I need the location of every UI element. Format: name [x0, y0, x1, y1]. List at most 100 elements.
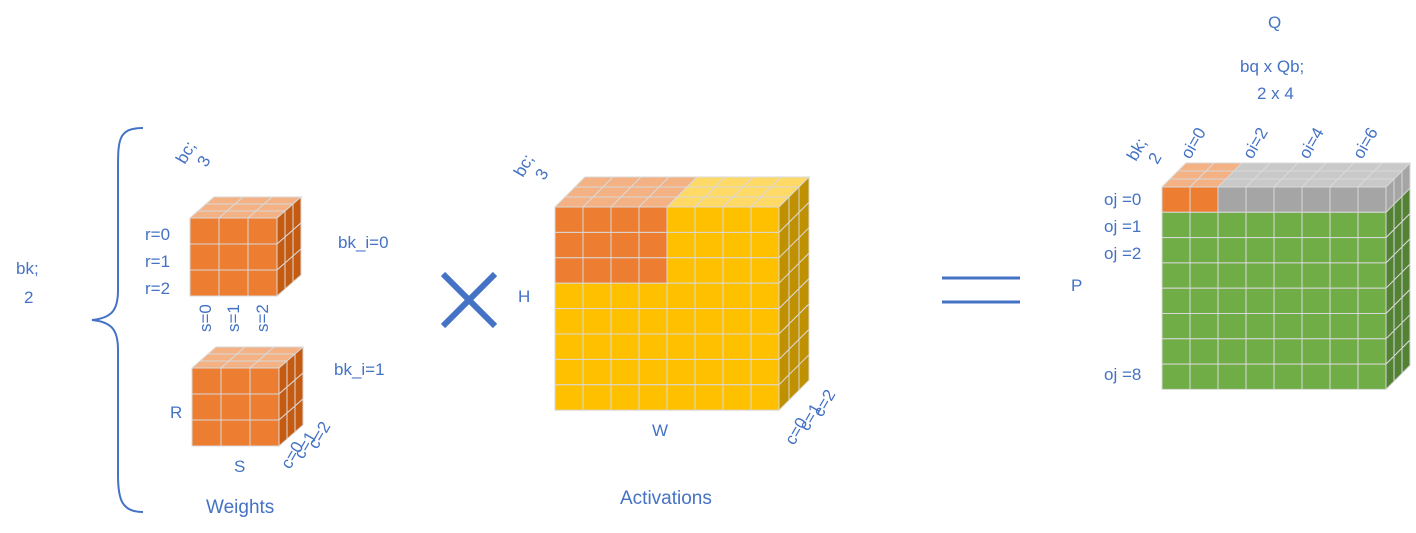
cube-front-cell: [1189, 363, 1219, 390]
bk-label-line1: bk;: [16, 259, 39, 278]
weight-cube-bk0: [188, 195, 303, 298]
cube-front-cell: [750, 231, 780, 259]
cube-front-cell: [249, 393, 280, 421]
cube-front-cell: [191, 367, 222, 395]
cube-front-cell: [638, 206, 668, 233]
cube-side-cell: [292, 247, 302, 284]
cube-front-cell: [1301, 338, 1331, 365]
bq-label-line2: 2 x 4: [1257, 84, 1294, 103]
W-label: W: [652, 421, 668, 440]
oj-label-2: oj =2: [1104, 244, 1141, 263]
bk-label-line2: 2: [24, 288, 33, 307]
cube-front-cell: [1217, 237, 1247, 264]
cube-front-cell: [1329, 363, 1359, 390]
cube-front-cell: [1273, 313, 1303, 340]
cube-front-cell: [1189, 186, 1219, 213]
cube-front-cell: [1329, 287, 1359, 315]
cube-front-cell: [249, 419, 280, 447]
cube-front-cell: [582, 358, 612, 386]
weights-bc-line2: 3: [193, 152, 214, 170]
P-label: P: [1071, 276, 1082, 295]
oj-label-0: oj =0: [1104, 190, 1141, 209]
cube-front-cell: [1273, 186, 1303, 213]
cube-front-cell: [249, 367, 280, 395]
cube-front-cell: [610, 257, 640, 284]
cube-front-cell: [1161, 186, 1191, 213]
activations-group: bc; 3 H W c=0 c=1 c=2 Activations: [510, 151, 839, 509]
cube-front-cell: [220, 393, 251, 421]
cube-front-cell: [582, 206, 612, 233]
oi-label-4: oi=4: [1295, 124, 1328, 162]
cube-front-cell: [750, 384, 780, 411]
equals-icon: [942, 276, 1020, 304]
cube-front-cell: [1273, 287, 1303, 315]
cube-front-cell: [582, 384, 612, 411]
cube-front-cell: [638, 282, 668, 310]
cube-front-cell: [638, 358, 668, 386]
cube-front-cell: [666, 231, 696, 259]
cube-front-cell: [1161, 363, 1191, 390]
bk-i1-label: bk_i=1: [334, 360, 385, 379]
cube-front-cell: [694, 282, 724, 310]
r-label-1: r=1: [145, 252, 170, 271]
cube-front-cell: [750, 257, 780, 284]
s-label-1: s=1: [224, 304, 243, 332]
cube-front-cell: [666, 384, 696, 411]
cube-front-cell: [582, 282, 612, 310]
cube-front-cell: [694, 333, 724, 360]
cube-front-cell: [666, 206, 696, 233]
cube-front-cell: [582, 308, 612, 335]
S-label: S: [234, 457, 245, 476]
cube-front-cell: [554, 358, 584, 386]
cube-front-cell: [610, 206, 640, 233]
cube-front-cell: [218, 269, 249, 297]
cube-front-cell: [722, 358, 752, 386]
cube-front-cell: [554, 282, 584, 310]
cube-front-cell: [750, 333, 780, 360]
cube-front-cell: [1217, 211, 1247, 239]
cube-front-cell: [1217, 186, 1247, 213]
cube-front-cell: [1329, 186, 1359, 213]
cube-front-cell: [1245, 186, 1275, 213]
cube-front-cell: [247, 217, 278, 245]
cube-front-cell: [1301, 237, 1331, 264]
cube-front-cell: [722, 282, 752, 310]
cube-front-cell: [666, 358, 696, 386]
cube-front-cell: [722, 308, 752, 335]
cube-front-cell: [638, 308, 668, 335]
cube-front-cell: [1189, 313, 1219, 340]
cube-front-cell: [1357, 338, 1387, 365]
cube-front-cell: [189, 243, 220, 271]
activations-caption: Activations: [620, 488, 712, 509]
cube-front-cell: [554, 308, 584, 335]
cube-front-cell: [1357, 186, 1387, 213]
r-label-2: r=2: [145, 279, 170, 298]
cube-side-cell: [798, 353, 810, 392]
oj-label-1: oj =1: [1104, 217, 1141, 236]
cube-front-cell: [666, 282, 696, 310]
bq-label-line1: bq x Qb;: [1240, 57, 1304, 76]
activation-cube: [553, 175, 811, 412]
cube-front-cell: [1301, 211, 1331, 239]
cube-front-cell: [1217, 363, 1247, 390]
output-cube: [1160, 161, 1412, 391]
cube-front-cell: [610, 384, 640, 411]
cube-front-cell: [610, 231, 640, 259]
cube-front-cell: [694, 257, 724, 284]
cube-front-cell: [1357, 237, 1387, 264]
cube-front-cell: [750, 358, 780, 386]
cube-front-cell: [1189, 338, 1219, 365]
cube-front-cell: [1245, 313, 1275, 340]
cube-front-cell: [1329, 313, 1359, 340]
cube-front-cell: [247, 269, 278, 297]
cube-front-cell: [220, 367, 251, 395]
cube-front-cell: [1161, 338, 1191, 365]
cube-front-cell: [1217, 338, 1247, 365]
weights-group: bk; 2 bc; 3 r=0 r=1 r=2 s=0 s=1 s=2 bk_i…: [16, 127, 389, 518]
cube-front-cell: [638, 333, 668, 360]
cube-front-cell: [1189, 211, 1219, 239]
bk-i0-label: bk_i=0: [338, 233, 389, 252]
weights-curly-brace: [91, 127, 144, 513]
H-label: H: [518, 287, 530, 306]
